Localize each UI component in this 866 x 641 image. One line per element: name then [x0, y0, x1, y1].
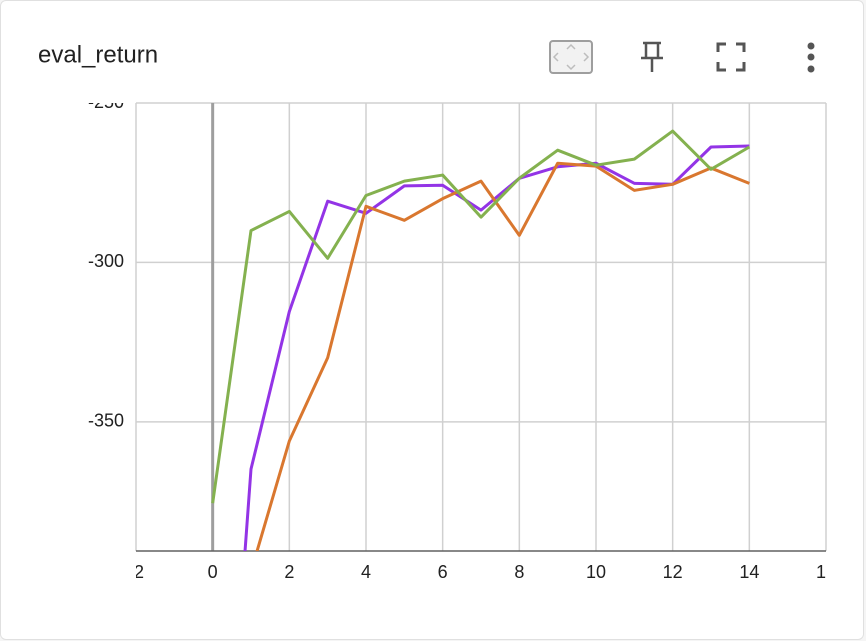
more-button[interactable] — [807, 42, 815, 73]
fullscreen-button[interactable] — [716, 42, 746, 72]
fit-domain-button[interactable] — [549, 40, 593, 74]
toolbar[interactable] — [549, 40, 815, 74]
x-tick-label: 6 — [438, 562, 448, 582]
x-tick-label: 12 — [663, 562, 683, 582]
x-tick-label: 14 — [739, 562, 759, 582]
fit-icon — [552, 43, 590, 71]
series-line — [211, 129, 751, 504]
x-tick-label: -2 — [128, 562, 144, 582]
y-tick-label: -350 — [88, 411, 124, 431]
x-tick-label: 10 — [586, 562, 606, 582]
x-tick-label: 2 — [284, 562, 294, 582]
chart-title: eval_return — [38, 41, 158, 68]
x-tick-label: 16 — [816, 562, 836, 582]
y-tick-label: -300 — [88, 251, 124, 271]
x-tick-label: 8 — [514, 562, 524, 582]
pin-button[interactable] — [641, 41, 663, 72]
series-line — [243, 144, 750, 551]
series-line — [255, 161, 750, 551]
y-tick-label: -250 — [88, 92, 124, 112]
x-tick-label: 0 — [208, 562, 218, 582]
x-tick-label: 4 — [361, 562, 371, 582]
